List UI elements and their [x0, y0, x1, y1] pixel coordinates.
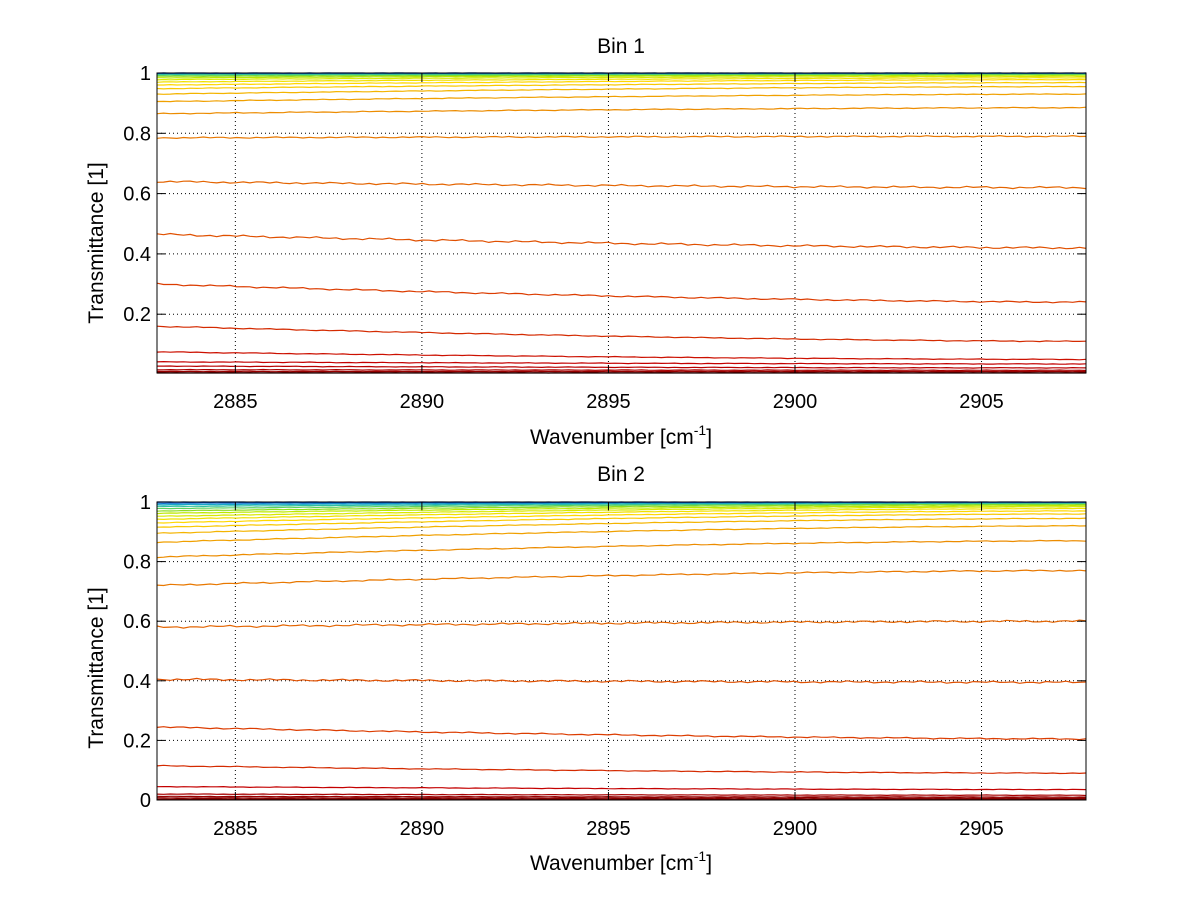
panel-2-ticks: 2885 2890 2895 2900 2905 0 0.2 0.4 0.6 0.8 1: [123, 492, 1086, 840]
series-line: [156, 513, 1087, 528]
x-tick-label: 2885: [213, 818, 258, 840]
series-line: [156, 539, 1087, 559]
series-line: [156, 370, 1087, 373]
x-tick-label: 2900: [773, 391, 818, 413]
x-tick-label: 2890: [400, 818, 445, 840]
series-line: [156, 795, 1087, 798]
series-line: [156, 325, 1087, 343]
y-tick-label: 1: [140, 63, 151, 85]
panel-2-xlabel: Wavenumber [cm-1]: [530, 848, 712, 875]
y-tick-label: 0.2: [123, 730, 151, 752]
series-line: [156, 619, 1087, 629]
series-line: [156, 764, 1087, 775]
x-tick-label: 2890: [400, 391, 445, 413]
y-tick-label: 0.6: [123, 184, 151, 206]
series-line: [156, 232, 1087, 250]
series-line: [156, 75, 1087, 81]
x-tick-label: 2905: [959, 818, 1004, 840]
series-line: [156, 73, 1087, 78]
panel-1-xlabel: Wavenumber [cm-1]: [530, 422, 712, 449]
series-line: [156, 726, 1087, 741]
series-line: [156, 368, 1087, 372]
panel-2-axes-frame: [156, 501, 1087, 801]
panel-1-ticks: 2885 2890 2895 2900 2905 0.2 0.4 0.6 0.8 1: [123, 63, 1086, 413]
panel-1-ylabel: Transmittance [1]: [85, 162, 108, 323]
y-tick-label: 0.2: [123, 304, 151, 326]
y-tick-label: 0.4: [123, 671, 151, 693]
series-line: [156, 524, 1087, 544]
series-line: [156, 507, 1087, 521]
panel-bin-2: 2885 2890 2895 2900 2905 0 0.2 0.4 0.6 0.8 1 Bin 2…: [85, 463, 1087, 875]
series-line: [156, 785, 1087, 791]
y-tick-label: 0: [140, 790, 151, 812]
x-tick-label: 2895: [586, 391, 631, 413]
series-line: [156, 797, 1087, 800]
panel-1-axes-frame: [156, 72, 1087, 374]
y-tick-label: 1: [140, 492, 151, 514]
y-tick-label: 0.6: [123, 611, 151, 633]
x-tick-label: 2900: [773, 818, 818, 840]
series-line: [156, 504, 1087, 515]
panel-1-title: Bin 1: [597, 35, 645, 58]
x-tick-label: 2885: [213, 391, 258, 413]
series-line: [156, 677, 1087, 684]
series-line: [156, 106, 1087, 115]
y-tick-label: 0.4: [123, 244, 151, 266]
series-line: [156, 282, 1087, 304]
series-line: [156, 351, 1087, 361]
series-line: [157, 365, 1087, 369]
series-line: [156, 81, 1087, 90]
series-line: [156, 517, 1087, 534]
series-line: [156, 569, 1087, 587]
panel-1-grid: [157, 73, 1086, 373]
series-line: [156, 93, 1087, 103]
series-line: [156, 134, 1087, 140]
panel-1-series: [156, 72, 1087, 374]
y-tick-label: 0.8: [123, 552, 151, 574]
x-tick-label: 2905: [959, 391, 1004, 413]
series-line: [156, 180, 1087, 190]
x-tick-label: 2895: [586, 818, 631, 840]
series-line: [157, 506, 1087, 517]
panel-2-series: [156, 501, 1087, 800]
series-line: [156, 503, 1087, 512]
series-line: [156, 76, 1087, 83]
series-line: [156, 510, 1087, 524]
series-line: [156, 793, 1087, 797]
y-tick-label: 0.8: [123, 123, 151, 145]
panel-2-title: Bin 2: [597, 463, 645, 486]
series-line: [156, 360, 1087, 365]
series-line: [156, 85, 1087, 95]
panel-2-grid: [157, 502, 1086, 800]
series-line: [157, 78, 1087, 86]
panel-2-ylabel: Transmittance [1]: [85, 587, 108, 748]
